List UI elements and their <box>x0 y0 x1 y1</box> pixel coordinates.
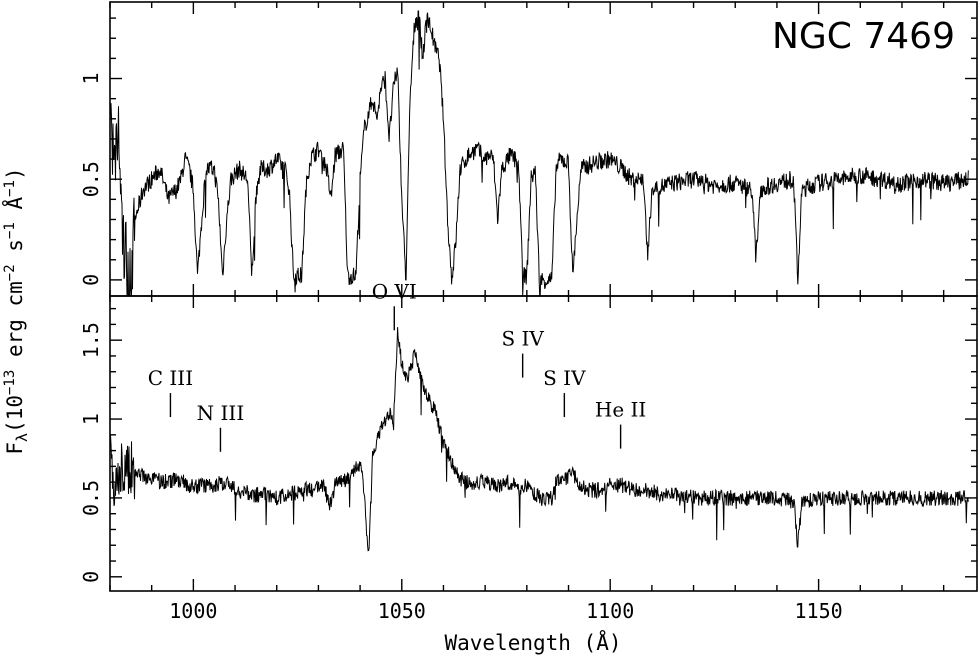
x-tick-labels: 1000 1050 1100 1150 <box>169 599 842 623</box>
bottom-spectrum-line <box>109 327 969 552</box>
line-label: O VI <box>372 279 417 303</box>
y-axis-label: Fλ(10−13 erg cm−2 s−1 Å−1) <box>1 167 31 454</box>
x-tick-label: 1150 <box>795 599 843 623</box>
line-label: S IV <box>543 366 586 390</box>
x-tick-label: 1000 <box>169 599 217 623</box>
x-axis-label: Wavelength (Å) <box>444 629 621 655</box>
y-label-main: F <box>3 442 27 455</box>
bottom-y-tick-labels: 0 0.5 1 1.5 <box>79 322 103 583</box>
y-label-exp: −13 <box>2 370 18 395</box>
y-label-unit1: erg cm <box>3 281 27 370</box>
y-label-close: ) <box>3 167 27 180</box>
x-tick-label: 1050 <box>378 599 426 623</box>
y-tick-label: 0 <box>79 274 103 286</box>
y-label-exp4: −1 <box>2 180 18 197</box>
y-tick-label: 1.5 <box>79 322 103 358</box>
x-tick-label: 1100 <box>586 599 634 623</box>
top-spectrum-line <box>109 10 969 297</box>
y-label-sub: λ <box>13 433 31 442</box>
line-label: S IV <box>501 327 544 351</box>
top-y-tick-labels: 00.51 <box>79 72 103 285</box>
chart-title: NGC 7469 <box>772 16 955 57</box>
y-label-rest: (10 <box>3 395 27 433</box>
y-tick-label: 0 <box>79 571 103 583</box>
y-tick-label: 1 <box>79 72 103 84</box>
y-label-exp2: −2 <box>2 264 18 281</box>
bottom-panel-ticks <box>109 296 977 591</box>
y-label-unit2: s <box>3 239 27 264</box>
y-label-exp3: −1 <box>2 222 18 239</box>
y-label-unit3: Å <box>1 197 27 223</box>
y-tick-label: 0.5 <box>79 480 103 516</box>
y-tick-label: 0.5 <box>79 161 103 197</box>
line-label: N III <box>197 401 245 425</box>
y-tick-label: 1 <box>79 413 103 425</box>
line-label: C III <box>148 366 193 390</box>
line-label: He II <box>595 398 646 422</box>
top-panel-ticks <box>109 2 977 296</box>
